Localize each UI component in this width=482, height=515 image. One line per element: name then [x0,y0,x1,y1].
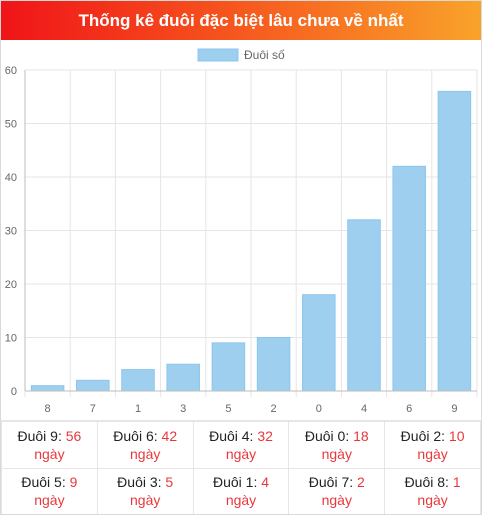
stat-value: 56 [65,427,82,444]
legend-label: Đuôi số [244,48,285,62]
stat-label: Đuôi 6: [113,427,162,444]
chart-legend[interactable]: Đuôi số [197,48,285,62]
stat-cell: Đuôi 6: 42 ngày [96,421,194,469]
y-tick-label: 10 [5,333,17,345]
stat-label: Đuôi 8: [404,474,453,491]
x-tick-label: 3 [180,403,186,415]
stat-cell: Đuôi 7: 2 ngày [288,467,386,514]
stat-unit: ngày [130,492,161,509]
x-tick-label: 1 [135,403,141,415]
bar [302,294,336,392]
stat-cell: Đuôi 0: 18 ngày [288,421,386,469]
stat-label: Đuôi 3: [117,474,166,491]
stat-cell: Đuôi 2: 10 ngày [384,421,481,469]
stat-value: 9 [69,474,78,491]
chart-grid [24,69,478,397]
stat-value: 10 [448,427,465,444]
stats-row: Đuôi 9: 56 ngày Đuôi 6: 42 ngày Đuôi 4: … [1,421,481,469]
stat-value: 18 [353,427,369,444]
stat-unit: ngày [130,445,161,462]
stat-unit: ngày [34,445,65,462]
stat-cell: Đuôi 4: 32 ngày [192,421,290,469]
x-tick-label: 4 [361,403,367,415]
page-title: Thống kê đuôi đặc biệt lâu chưa về nhất [1,1,481,40]
bar [211,342,246,392]
stat-unit: ngày [417,445,448,462]
x-tick-label: 8 [45,403,51,415]
bar [166,363,200,392]
bar [76,379,110,392]
stat-label: Đuôi 7: [308,474,358,491]
bar-chart: 0 10 20 30 40 50 60 8 7 1 3 5 2 0 4 6 9 Đuôi số [1,40,481,420]
stat-cell: Đuôi 8: 1 ngày [384,467,481,514]
stat-unit: ngày [321,445,352,462]
stat-unit: ngày [321,492,352,509]
stat-unit: ngày [417,492,448,509]
stat-cell: Đuôi 5: 9 ngày [1,467,98,514]
stat-label: Đuôi 0: [304,427,354,444]
x-tick-label: 9 [451,403,457,415]
y-tick-label: 60 [5,65,17,77]
y-tick-label: 30 [5,226,17,238]
stat-cell: Đuôi 1: 4 ngày [192,467,290,514]
stat-value: 5 [165,474,174,491]
stat-unit: ngày [34,492,65,509]
bar [256,337,291,392]
bar [347,219,381,392]
bar [30,385,65,392]
stat-unit: ngày [225,492,257,509]
legend-swatch [197,48,239,62]
stat-cell: Đuôi 3: 5 ngày [96,467,194,514]
x-tick-label: 6 [406,403,412,415]
y-tick-label: 0 [11,386,17,398]
chart-bars [30,90,472,392]
stat-label: Đuôi 4: [209,427,258,444]
stats-table: Đuôi 9: 56 ngày Đuôi 6: 42 ngày Đuôi 4: … [1,420,481,514]
stats-row: Đuôi 5: 9 ngày Đuôi 3: 5 ngày Đuôi 1: 4 … [1,467,481,514]
y-tick-label: 40 [5,172,17,184]
stat-label: Đuôi 1: [212,474,262,491]
y-tick-label: 20 [5,279,17,291]
bar [121,369,155,392]
bar [437,90,472,392]
x-tick-label: 7 [90,403,96,415]
stat-label: Đuôi 9: [17,427,66,444]
bar [392,165,426,392]
stat-value: 1 [452,474,461,491]
x-tick-label: 0 [316,403,322,415]
stat-value: 32 [257,427,273,444]
stat-value: 4 [261,474,270,491]
x-tick-label: 5 [225,403,231,415]
stat-value: 2 [357,474,365,491]
stat-value: 42 [161,427,178,444]
stats-grid: Đuôi 9: 56 ngày Đuôi 6: 42 ngày Đuôi 4: … [1,421,481,514]
y-tick-label: 50 [5,119,17,131]
stat-label: Đuôi 5: [21,474,70,491]
x-tick-label: 2 [271,403,277,415]
stat-unit: ngày [225,445,257,462]
stat-label: Đuôi 2: [400,427,449,444]
stat-cell: Đuôi 9: 56 ngày [1,421,98,469]
